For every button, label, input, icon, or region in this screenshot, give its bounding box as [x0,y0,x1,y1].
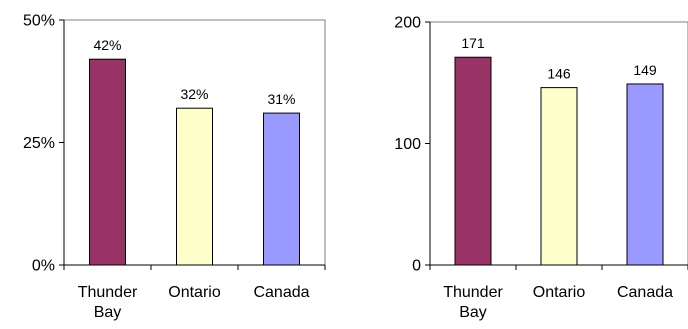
y-tick-label: 0 [412,258,421,275]
y-tick-label: 25% [23,135,55,152]
category-label: Ontario [533,284,586,301]
bar-chart-count-svg: 0 100 200 171 Thunder Bay 146 Ontario 149 Canada [394,15,688,321]
bar-canada [263,112,300,266]
data-label: 146 [547,66,571,82]
bar-chart-percent: 0% 25% 50% 42% Thunder Bay 32% Ontario 31% Canada [23,13,326,321]
bar-thunder-bay [89,58,126,266]
category-label: Canada [253,284,309,301]
y-tick-label: 0% [32,258,55,275]
data-label: 31% [267,91,295,107]
data-label: 171 [461,35,485,51]
bar-ontario [176,107,213,266]
y-tick-label: 100 [394,136,421,153]
y-tick-label: 50% [23,13,55,30]
data-label: 32% [180,86,208,102]
y-tick-label: 200 [394,15,421,32]
category-label: Thunder Bay [78,284,138,321]
category-label: Canada [617,284,673,301]
bar-canada [626,83,664,266]
data-label: 42% [93,37,121,53]
bar-chart-count: 0 100 200 171 Thunder Bay 146 Ontario 149 Canada [344,0,688,329]
bar-ontario [540,87,578,266]
bar-thunder-bay [454,56,492,266]
bar-chart-percent-svg: 0% 25% 50% 42% Thunder Bay 32% Ontario 31% Canada [23,13,326,321]
category-label: Ontario [168,284,221,301]
data-label: 149 [633,62,657,78]
category-label: Thunder Bay [443,284,503,321]
